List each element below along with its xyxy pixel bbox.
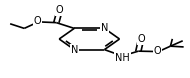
Text: O: O	[55, 5, 63, 15]
Text: N: N	[101, 23, 108, 33]
Text: NH: NH	[115, 53, 130, 63]
Text: O: O	[154, 46, 161, 56]
Text: O: O	[34, 16, 41, 26]
Text: O: O	[138, 34, 145, 44]
Text: N: N	[70, 45, 78, 55]
